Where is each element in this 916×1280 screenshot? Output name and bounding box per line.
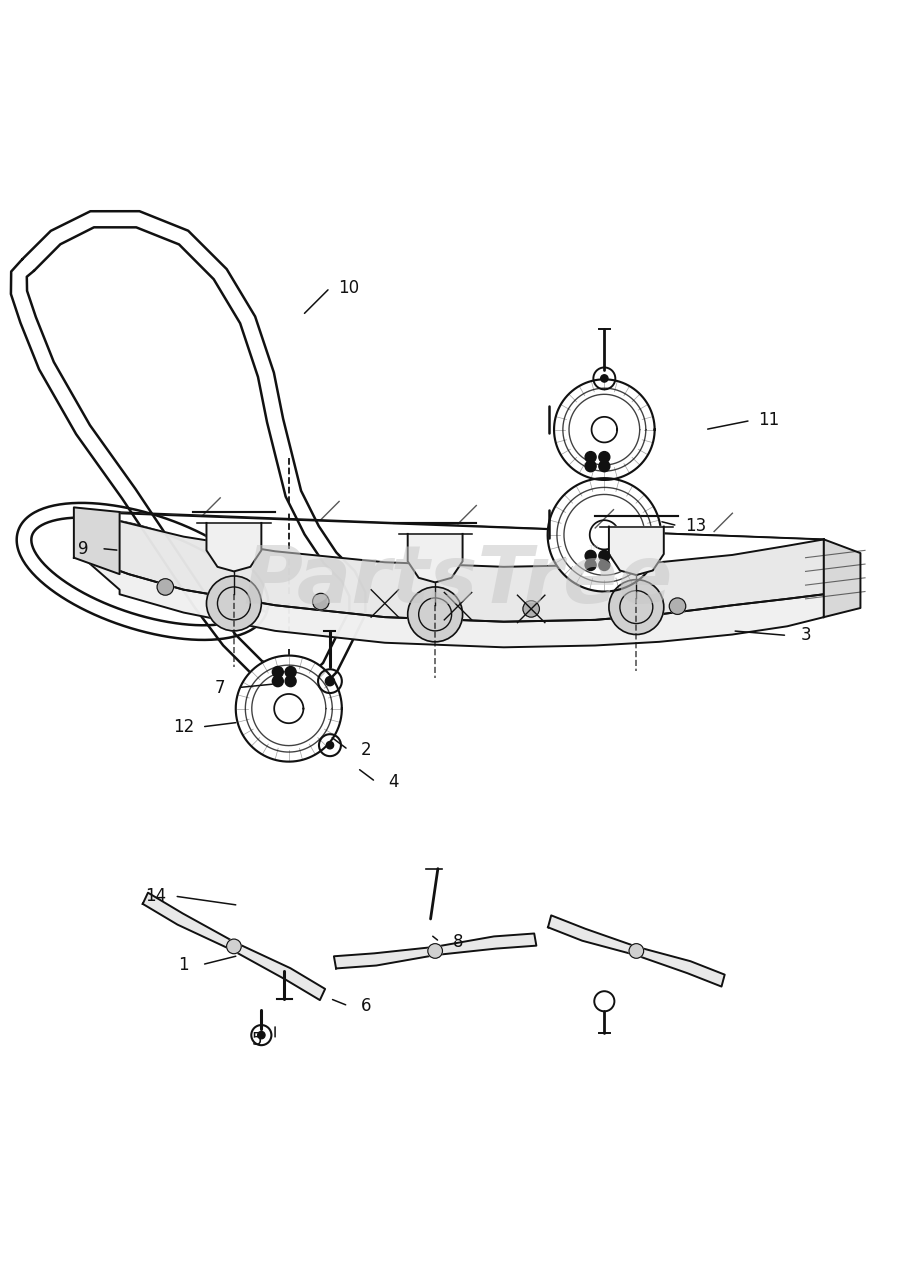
- Text: 2: 2: [361, 741, 372, 759]
- Polygon shape: [74, 507, 120, 575]
- Text: ™: ™: [587, 545, 600, 558]
- Circle shape: [670, 598, 686, 614]
- Circle shape: [235, 655, 342, 762]
- Circle shape: [408, 588, 463, 641]
- Circle shape: [226, 940, 241, 954]
- Text: 9: 9: [78, 540, 88, 558]
- Text: PartsTree: PartsTree: [244, 541, 672, 620]
- Polygon shape: [83, 512, 823, 622]
- Circle shape: [609, 580, 664, 635]
- Polygon shape: [143, 892, 325, 1000]
- Circle shape: [585, 461, 596, 472]
- Text: 1: 1: [179, 956, 189, 974]
- Polygon shape: [548, 915, 725, 987]
- Circle shape: [157, 579, 173, 595]
- Circle shape: [523, 600, 540, 617]
- Circle shape: [272, 676, 283, 686]
- Text: 12: 12: [173, 718, 194, 736]
- Circle shape: [599, 550, 610, 562]
- Polygon shape: [334, 933, 537, 969]
- Polygon shape: [206, 524, 261, 571]
- Circle shape: [272, 667, 283, 677]
- Circle shape: [257, 1032, 265, 1039]
- Circle shape: [554, 379, 655, 480]
- Circle shape: [599, 452, 610, 462]
- Circle shape: [326, 741, 333, 749]
- Circle shape: [585, 550, 596, 562]
- Text: 10: 10: [338, 279, 359, 297]
- Polygon shape: [408, 534, 463, 582]
- Circle shape: [206, 576, 261, 631]
- Circle shape: [285, 676, 296, 686]
- Text: 4: 4: [388, 773, 399, 791]
- Circle shape: [285, 667, 296, 677]
- Circle shape: [325, 677, 334, 686]
- Circle shape: [585, 452, 596, 462]
- Circle shape: [312, 594, 329, 609]
- Circle shape: [629, 943, 644, 959]
- Text: 13: 13: [685, 517, 706, 535]
- Polygon shape: [83, 558, 823, 648]
- Text: 7: 7: [215, 678, 225, 696]
- Polygon shape: [823, 539, 860, 617]
- Circle shape: [548, 479, 661, 591]
- Text: 5: 5: [252, 1030, 262, 1048]
- Circle shape: [599, 461, 610, 472]
- Text: 11: 11: [758, 411, 780, 430]
- Circle shape: [599, 559, 610, 571]
- Text: 3: 3: [801, 626, 811, 644]
- Polygon shape: [609, 526, 664, 575]
- Circle shape: [601, 375, 608, 381]
- Circle shape: [585, 559, 596, 571]
- Circle shape: [428, 943, 442, 959]
- Text: 6: 6: [361, 997, 372, 1015]
- Text: 8: 8: [453, 933, 463, 951]
- Text: 14: 14: [146, 887, 167, 905]
